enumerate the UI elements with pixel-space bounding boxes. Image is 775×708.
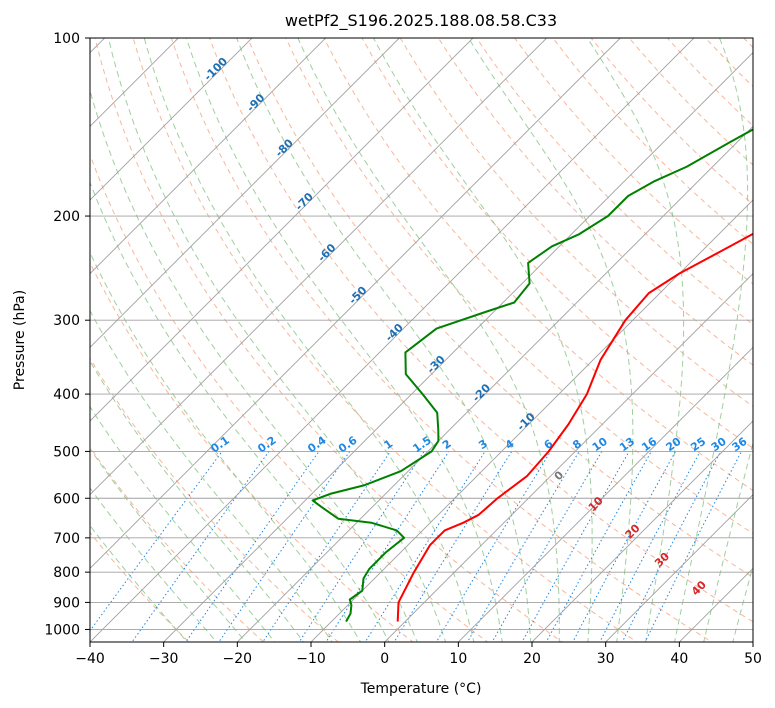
moist-adiabat-line (185, 38, 503, 642)
y-tick-label: 100 (53, 31, 80, 47)
moist-adiabat-line (674, 38, 749, 642)
dry-adiabat-line (90, 446, 265, 642)
y-axis-label: Pressure (hPa) (12, 290, 28, 390)
x-tick-label: −30 (149, 651, 179, 667)
moist-adiabat-line (90, 88, 418, 642)
isotherm-line (163, 52, 753, 642)
plot-frame (89, 37, 754, 643)
y-tick-label: 900 (53, 595, 80, 611)
x-tick-label: 0 (380, 651, 389, 667)
x-tick-label: 30 (597, 651, 615, 667)
y-tick-label: 800 (53, 565, 80, 581)
dry-adiabat-line (132, 38, 638, 642)
dewpoint-profile (311, 128, 753, 623)
moist-adiabat-line (90, 487, 218, 642)
dry-adiabat-line (476, 38, 753, 326)
dry-adiabat-line (247, 38, 753, 578)
x-tick-label: 20 (523, 651, 541, 667)
moist-adiabat-line (703, 440, 753, 642)
isotherm-line (384, 273, 753, 642)
isotherm-line (90, 38, 179, 127)
dry-adiabat-line (323, 38, 753, 492)
x-tick-label: 10 (449, 651, 467, 667)
x-tick-label: 40 (670, 651, 688, 667)
moist-adiabat-line (90, 251, 362, 642)
moist-adiabat-line (90, 360, 305, 642)
profiles (311, 128, 753, 623)
x-tick-label: −10 (296, 651, 326, 667)
moist-adiabat-line (90, 447, 247, 642)
dry-adiabat-line (361, 38, 753, 449)
y-axis: 100 200 300 400 500 600 700 800 900 1000 (44, 31, 90, 638)
isotherm-line (457, 346, 753, 642)
isotherm-line (531, 420, 753, 642)
x-tick-label: −40 (75, 651, 105, 667)
moist-adiabat-line (90, 309, 333, 642)
isotherm-line (236, 125, 753, 642)
x-axis: −40 −30 −20 −10 0 10 20 30 40 50 (75, 642, 762, 667)
moist-adiabat-line (732, 564, 753, 642)
x-tick-label: 50 (744, 651, 762, 667)
isotherm-line (90, 38, 327, 275)
y-tick-label: 300 (53, 313, 80, 329)
x-axis-label: Temperature (°C) (360, 681, 482, 697)
isotherm-line (310, 199, 753, 642)
isotherm-line (605, 494, 753, 642)
isotherm-line (90, 38, 548, 496)
dry-adiabat-line (208, 38, 753, 623)
moist-adiabat-line (107, 38, 447, 642)
dry-adiabat-line (170, 38, 713, 642)
isotherm-line (90, 38, 474, 422)
moist-adiabat-line (372, 38, 593, 642)
y-tick-label: 400 (53, 387, 80, 403)
isotherm-grid (90, 38, 753, 642)
moist-adiabat-line (90, 405, 276, 642)
dry-adiabat-line (90, 261, 414, 642)
isotherm-line (90, 38, 695, 642)
moist-adiabats (90, 38, 753, 642)
x-tick-label: −20 (223, 651, 253, 667)
moist-adiabat-line (297, 38, 560, 642)
y-tick-label: 200 (53, 209, 80, 225)
y-tick-label: 700 (53, 531, 80, 547)
dry-adiabat-line (90, 357, 340, 642)
temperature-profile (396, 232, 753, 622)
y-tick-label: 600 (53, 491, 80, 507)
moist-adiabat-line (586, 38, 685, 642)
y-tick-label: 1000 (44, 622, 80, 638)
y-tick-label: 500 (53, 444, 80, 460)
chart-title: wetPf2_S196.2025.188.08.58.C33 (285, 11, 557, 31)
isotherm-line (90, 38, 400, 348)
moist-adiabat-line (236, 38, 532, 642)
moist-adiabat-line (467, 38, 634, 642)
moist-adiabat-line (143, 38, 475, 642)
isotherm-line (90, 38, 621, 569)
dry-adiabat-line (94, 38, 564, 642)
dry-adiabat-line (437, 38, 753, 366)
isotherm-line (90, 38, 253, 201)
